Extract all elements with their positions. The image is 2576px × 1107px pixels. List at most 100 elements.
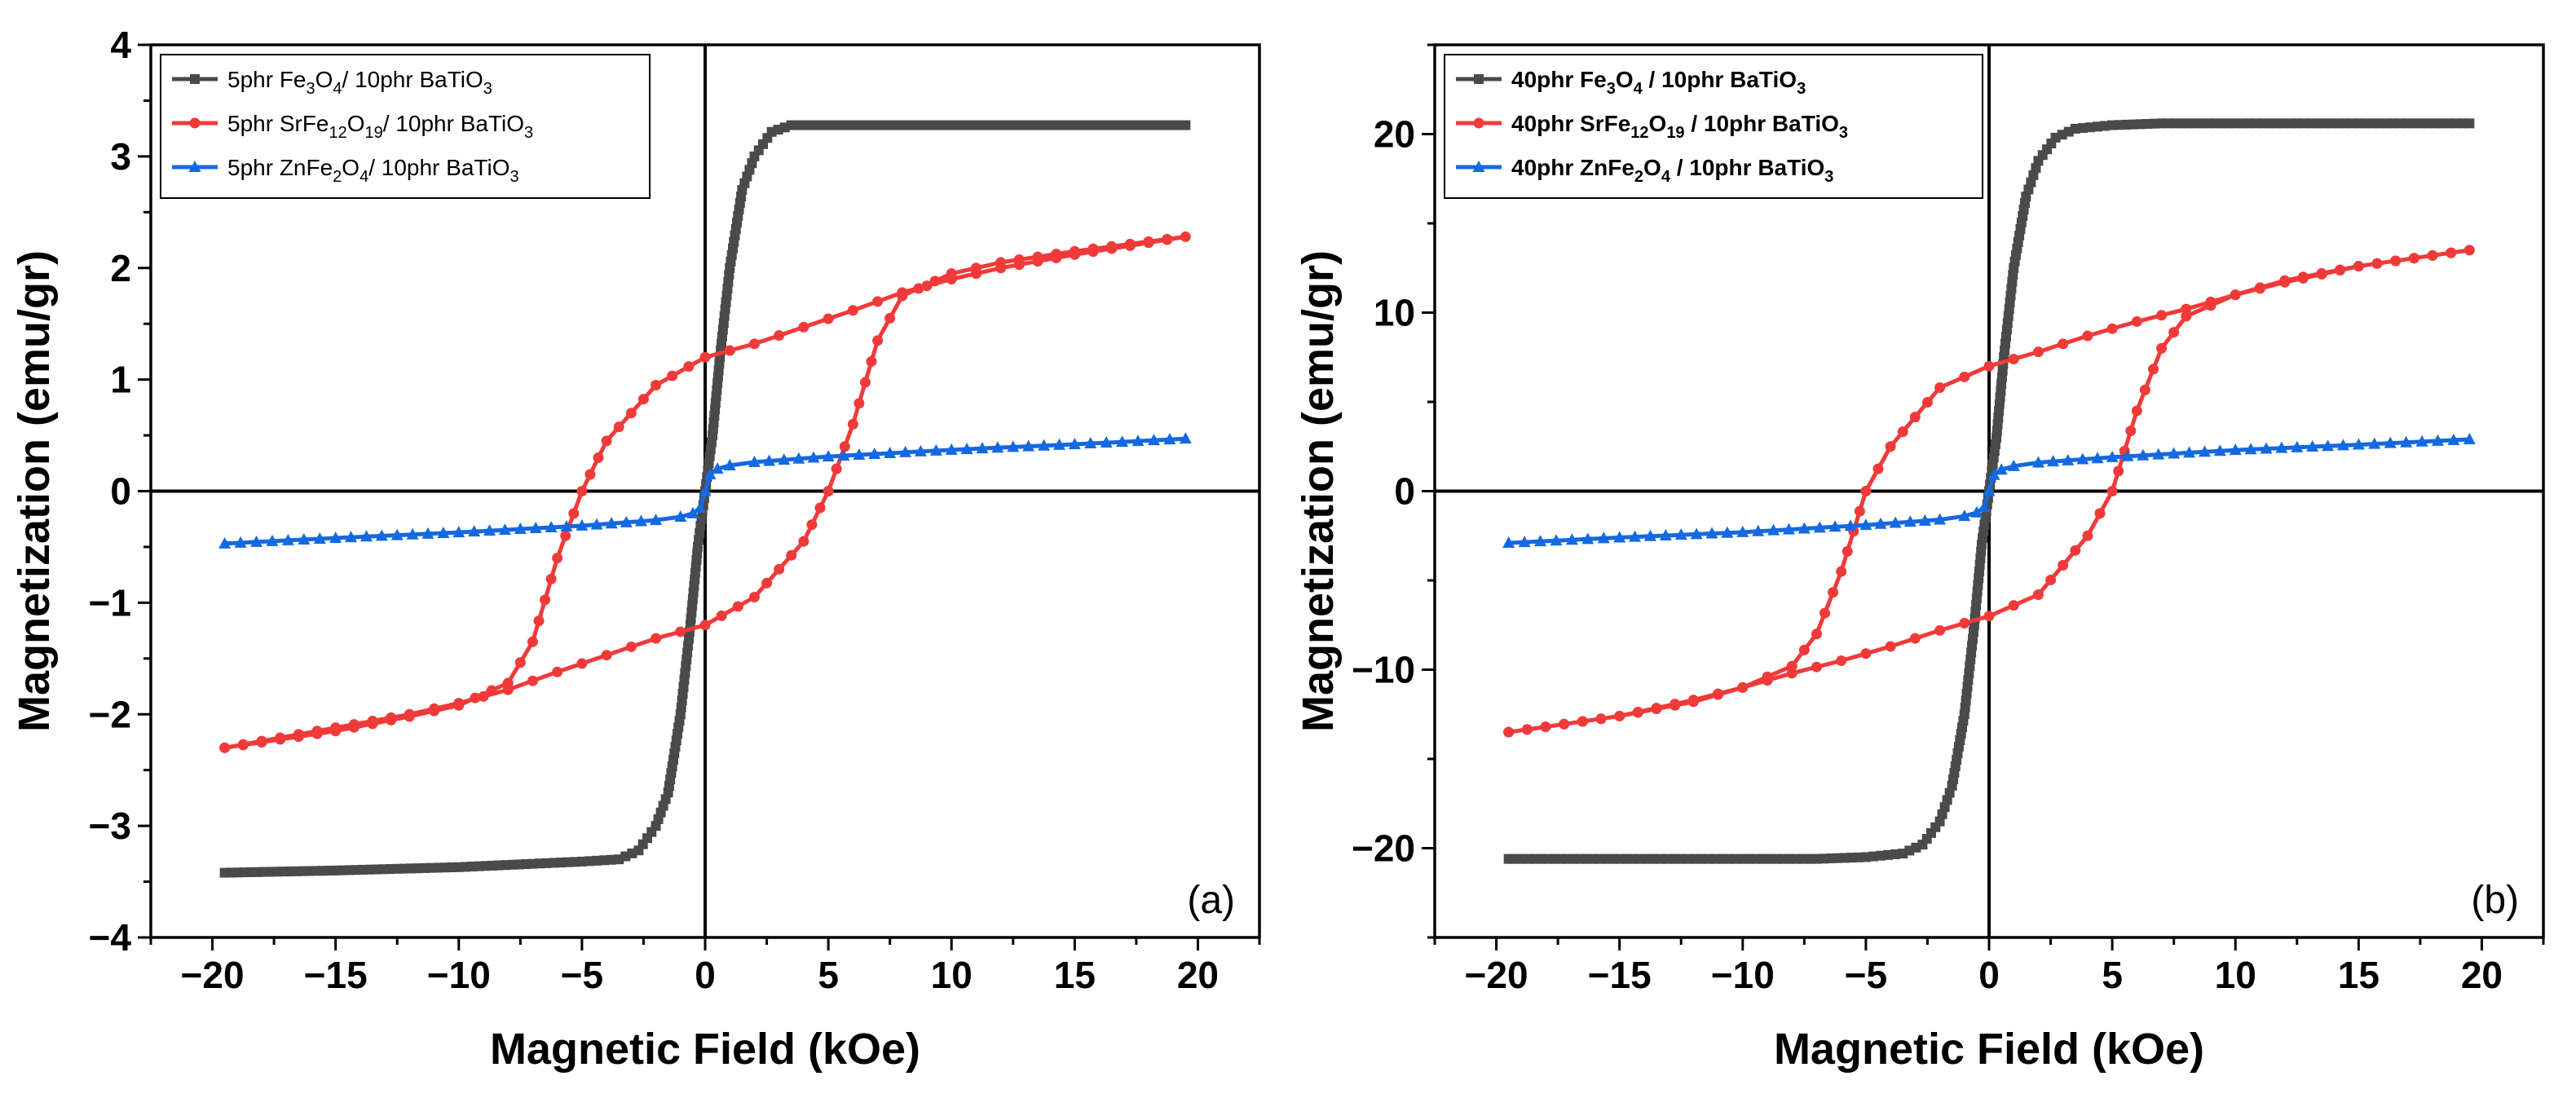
data-point	[626, 642, 637, 652]
data-point	[2230, 289, 2241, 300]
data-point	[2033, 346, 2044, 357]
data-point	[651, 380, 661, 390]
data-point	[1873, 464, 1884, 474]
chart-panel-a: −20 −15 −10 −5 0 5 10 15 20−4−3−2−101234Magnetic…	[10, 24, 1259, 1074]
data-point	[1959, 372, 1969, 382]
data-point	[1910, 412, 1921, 422]
data-point	[2372, 258, 2383, 269]
data-point	[761, 578, 772, 589]
y-tick-label: 2	[110, 247, 131, 289]
data-point	[831, 464, 842, 474]
data-point	[2082, 531, 2093, 541]
data-point	[1688, 696, 1699, 707]
data-point	[614, 421, 624, 432]
x-tick-label: 15	[2338, 954, 2380, 996]
data-point	[2335, 265, 2345, 276]
data-point	[2390, 255, 2401, 266]
data-point	[275, 734, 285, 745]
data-point	[872, 296, 883, 307]
legend-marker	[1474, 74, 1484, 84]
data-point	[552, 553, 562, 563]
data-point	[1670, 700, 1680, 711]
data-point	[1106, 244, 1117, 254]
data-point	[1855, 506, 1865, 517]
data-point	[1033, 256, 1043, 267]
data-point	[2132, 405, 2142, 416]
data-point	[1860, 648, 1871, 659]
data-point	[717, 611, 727, 621]
x-tick-label: −5	[1845, 954, 1887, 996]
data-point	[884, 313, 895, 324]
data-point	[1125, 240, 1136, 251]
data-point	[675, 626, 686, 637]
data-point	[2464, 245, 2475, 255]
data-point	[848, 419, 858, 430]
data-point	[584, 469, 595, 479]
data-point	[1910, 633, 1921, 644]
data-point	[2132, 316, 2142, 327]
panel-label: (b)	[2471, 879, 2519, 922]
data-point	[867, 356, 877, 367]
data-point	[602, 435, 612, 446]
data-point	[560, 531, 571, 541]
data-point	[1811, 628, 1822, 639]
x-tick-label: 5	[2102, 954, 2123, 996]
data-point	[552, 667, 562, 677]
data-point	[527, 637, 538, 647]
data-point	[2446, 248, 2456, 258]
data-point	[1886, 441, 1896, 452]
y-tick-label: −3	[89, 805, 131, 847]
x-tick-label: 10	[2215, 954, 2256, 996]
data-point	[1984, 611, 1995, 621]
data-point	[2070, 545, 2080, 556]
data-point	[2009, 354, 2019, 364]
data-point	[823, 486, 834, 496]
data-point	[1860, 486, 1871, 496]
data-point	[1713, 690, 1723, 700]
data-point	[1596, 713, 1607, 724]
data-point	[1088, 246, 1099, 257]
data-point	[487, 686, 497, 696]
data-point	[330, 726, 341, 736]
data-point	[2148, 364, 2159, 374]
data-point	[2058, 560, 2068, 571]
data-point	[823, 314, 834, 324]
x-tick-label: 0	[1978, 954, 2000, 996]
data-point	[1787, 661, 1797, 672]
data-point	[700, 620, 711, 630]
x-tick-label: −20	[1465, 954, 1528, 996]
data-point	[1934, 625, 1945, 636]
data-point	[860, 377, 871, 388]
data-point	[1737, 682, 1748, 693]
data-point	[1820, 608, 1830, 619]
data-point	[1522, 724, 1533, 734]
data-point	[312, 729, 323, 739]
x-tick-label: −10	[427, 954, 491, 996]
data-point	[798, 536, 809, 547]
data-point	[368, 718, 378, 729]
data-point	[872, 335, 883, 346]
data-point	[667, 371, 677, 381]
data-point	[815, 503, 826, 514]
y-axis-title: Magnetization (emu/gr)	[1294, 250, 1343, 732]
x-tick-label: 20	[2461, 954, 2503, 996]
data-point	[1811, 662, 1822, 673]
data-point	[1842, 546, 1853, 557]
data-point	[257, 737, 267, 748]
data-point	[293, 731, 304, 742]
data-point	[386, 715, 396, 726]
data-point	[219, 743, 230, 753]
data-point	[2107, 324, 2118, 334]
data-point	[897, 287, 907, 298]
y-tick-label: −4	[89, 916, 132, 959]
data-point	[540, 594, 550, 605]
data-point	[1633, 708, 1643, 718]
data-point	[1836, 567, 1846, 577]
data-point	[1762, 672, 1773, 682]
data-point	[2317, 269, 2327, 280]
data-point	[2168, 327, 2179, 337]
x-tick-label: −20	[181, 954, 245, 996]
data-point	[1836, 655, 1846, 666]
chart-panel-b: −20 −15 −10 −5 0 5 10 15 20−20−1001020Magnetic F…	[1294, 45, 2543, 1074]
data-point	[749, 592, 760, 602]
